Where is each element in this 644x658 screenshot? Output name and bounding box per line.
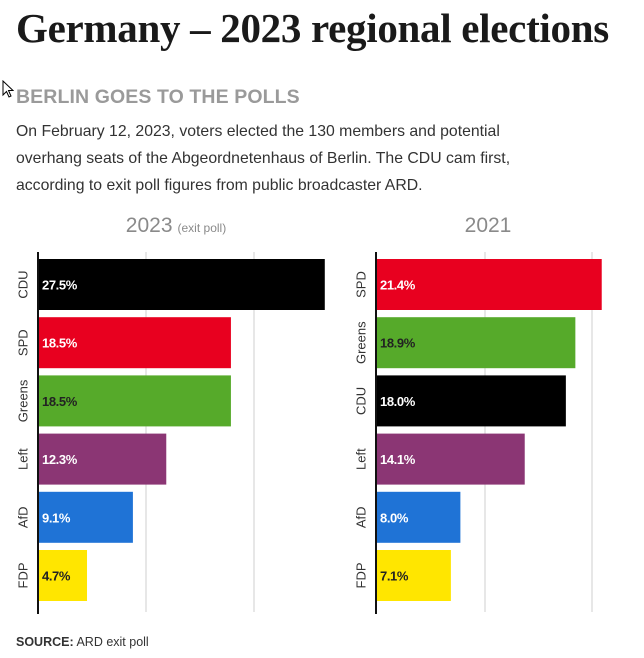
chart-2021-bar-fdp [376,550,451,601]
chart-2023-bar-fdp [38,550,88,601]
chart-2023-category-label: Left [16,448,31,470]
chart-2023-category-label: SPD [16,329,31,356]
intro-line: overhang seats of the Abgeordnetenhaus o… [16,150,511,167]
chart-2021-category-label: Greens [354,321,369,364]
chart-2021-category-label: SPD [354,271,369,298]
chart-2021-bar-afd [376,491,461,543]
chart-2023-data-label: 18.5% [42,336,78,351]
chart-2023-bar-cdu [38,259,325,310]
chart-2021-category-label: Left [354,448,369,470]
chart-2023-bar-afd [38,491,133,543]
chart-2021-data-label: 14.1% [380,452,416,467]
chart-2021-data-label: 18.9% [380,336,416,351]
chart-2021-title: 2021 [465,214,512,237]
page-title: Germany – 2023 regional elections [16,5,609,51]
chart-subtitle: BERLIN GOES TO THE POLLS [16,86,300,108]
chart-2023-bar-left [38,433,167,485]
chart-2023-data-label: 27.5% [42,278,78,293]
chart-2023-category-label: FDP [16,563,31,589]
chart-2023-data-label: 9.1% [42,510,71,525]
chart-2023-bar-spd [38,317,231,369]
chart-2023-data-label: 18.5% [42,394,78,409]
source-note: SOURCE: ARD exit poll [16,635,149,649]
chart-2023-category-label: Greens [16,379,31,422]
chart-2021-data-label: 8.0% [380,510,409,525]
source-label: SOURCE: [16,635,74,649]
chart-2023-data-label: 12.3% [42,452,78,467]
chart-2023-bar-greens [38,375,231,427]
chart-2021-category-label: FDP [354,563,369,589]
chart-2023-data-label: 4.7% [42,569,71,584]
chart-2021-data-label: 7.1% [380,569,409,584]
chart-2021-category-label: AfD [354,506,369,528]
chart-2021-data-label: 18.0% [380,394,416,409]
chart-2021-bar-greens [376,317,576,369]
chart-2021-bar-left [376,433,525,485]
chart-2021-data-label: 21.4% [380,278,416,293]
intro-paragraph: On February 12, 2023, voters elected the… [16,118,616,199]
source-text: ARD exit poll [76,635,149,649]
chart-2021-category-label: CDU [354,387,369,415]
chart-2023-category-label: AfD [16,506,31,528]
intro-line: according to exit poll figures from publ… [16,177,423,194]
mouse-cursor-icon [2,80,14,98]
intro-line: On February 12, 2023, voters elected the… [16,123,500,140]
chart-2023-category-label: CDU [16,270,31,298]
chart-2021-bar-cdu [376,375,566,427]
bar-charts: 2023 (exit poll) 27.5% CDU 18.5% SPD 18.5% Gree… [16,214,602,614]
chart-2021-bar-spd [376,259,602,310]
chart-2023-title: 2023 (exit poll) [126,214,226,237]
